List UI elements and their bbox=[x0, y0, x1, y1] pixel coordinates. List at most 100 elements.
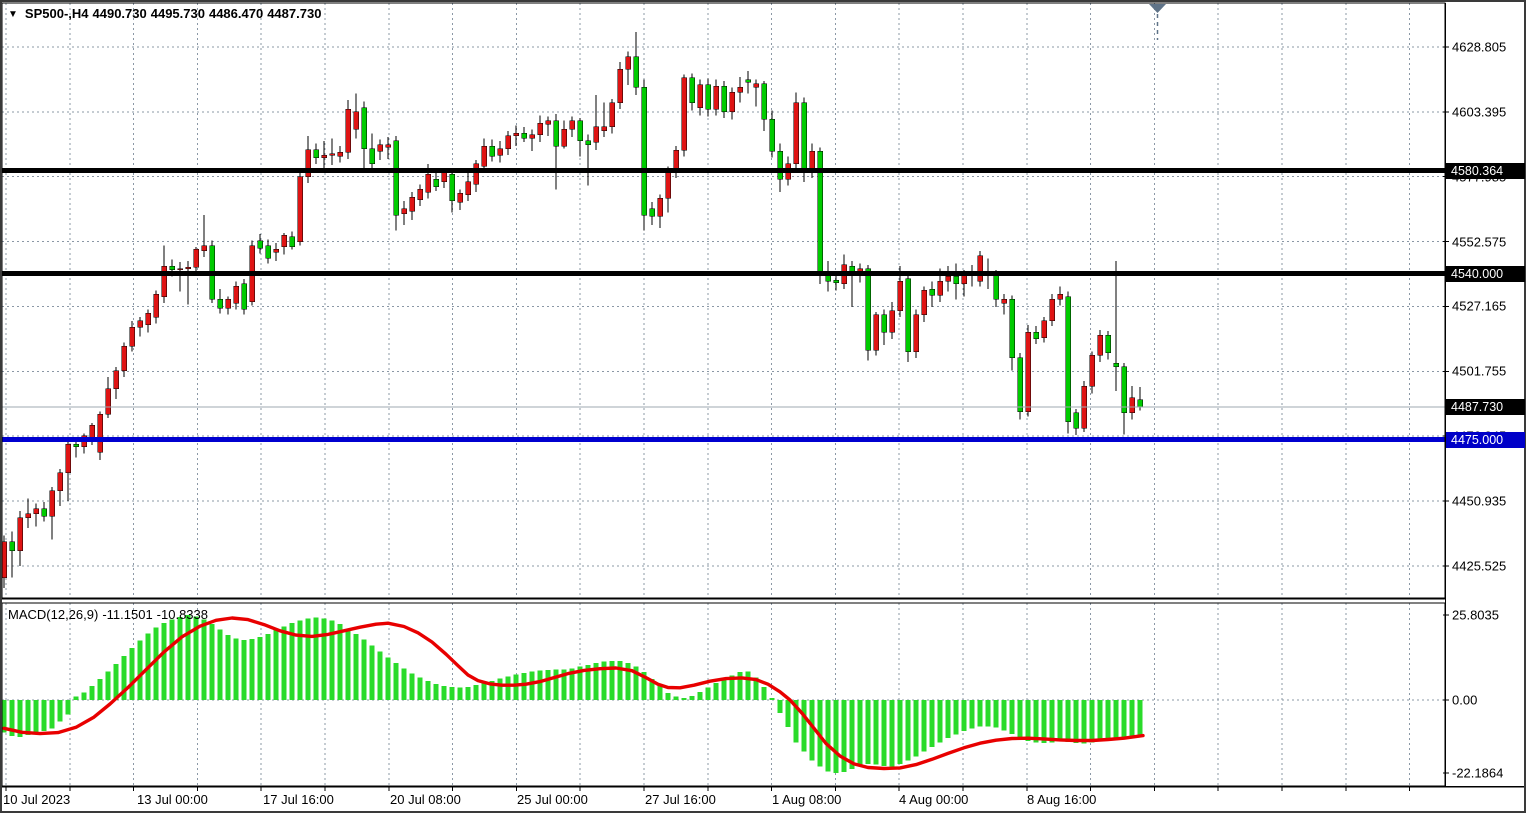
macd-bar bbox=[1025, 700, 1031, 741]
macd-bar bbox=[9, 700, 15, 736]
candle-bullish bbox=[1057, 293, 1063, 300]
macd-bar bbox=[921, 700, 927, 752]
candle-bullish bbox=[49, 490, 55, 517]
candle-bullish bbox=[377, 144, 383, 152]
candle-bullish bbox=[505, 135, 511, 149]
macd-bar bbox=[1009, 700, 1015, 734]
macd-bar bbox=[49, 700, 55, 729]
macd-bar bbox=[697, 692, 703, 700]
macd-bar bbox=[329, 620, 335, 700]
candle-bearish bbox=[705, 84, 711, 110]
candle-bearish bbox=[1105, 334, 1111, 354]
candle-bullish bbox=[601, 126, 607, 132]
macd-bar bbox=[713, 682, 719, 700]
candle-bearish bbox=[257, 240, 263, 249]
candle-bullish bbox=[297, 176, 303, 243]
candle-bearish bbox=[1009, 299, 1015, 359]
macd-bar bbox=[633, 666, 639, 700]
macd-bar bbox=[217, 629, 223, 700]
candle-bullish bbox=[97, 413, 103, 453]
macd-bar bbox=[385, 657, 391, 700]
candle-bullish bbox=[201, 245, 207, 252]
candle-bullish bbox=[185, 267, 191, 269]
macd-bar bbox=[913, 700, 919, 757]
macd-bar bbox=[897, 700, 903, 765]
candle-bullish bbox=[305, 149, 311, 177]
macd-bar bbox=[1129, 700, 1135, 738]
macd-bar bbox=[1017, 700, 1023, 738]
candle-bullish bbox=[1041, 320, 1047, 338]
macd-bar bbox=[25, 700, 31, 736]
candle-bearish bbox=[217, 299, 223, 309]
macd-bar bbox=[753, 677, 759, 700]
candle-bullish bbox=[153, 293, 159, 318]
candle-bearish bbox=[1113, 362, 1119, 368]
macd-bar bbox=[1001, 700, 1007, 731]
candle-bullish bbox=[17, 517, 23, 551]
macd-bar bbox=[561, 669, 567, 700]
candle-bearish bbox=[393, 140, 399, 216]
macd-bar bbox=[705, 687, 711, 700]
macd-bar bbox=[841, 700, 847, 772]
macd-bar bbox=[441, 686, 447, 700]
macd-bar bbox=[313, 617, 319, 700]
candle-bullish bbox=[353, 111, 359, 130]
macd-bar bbox=[81, 692, 87, 700]
candle-bearish bbox=[489, 145, 495, 157]
candle-bullish bbox=[145, 313, 151, 326]
macd-bar bbox=[233, 638, 239, 700]
macd-bar bbox=[2, 700, 7, 733]
macd-bar bbox=[745, 671, 751, 700]
macd-bar bbox=[905, 700, 911, 761]
candle-bullish bbox=[1049, 299, 1055, 322]
macd-bar bbox=[953, 700, 959, 735]
macd-bar bbox=[377, 651, 383, 700]
macd-bar bbox=[113, 663, 119, 700]
candle-bearish bbox=[1121, 366, 1127, 414]
candle-bullish bbox=[1089, 355, 1095, 387]
macd-bar bbox=[105, 671, 111, 700]
candle-bearish bbox=[649, 208, 655, 217]
candle-bullish bbox=[473, 163, 479, 185]
macd-bar bbox=[1105, 700, 1111, 740]
macd-bar bbox=[201, 619, 207, 700]
macd-bar bbox=[521, 672, 527, 700]
candle-bullish bbox=[137, 320, 143, 328]
candle-bearish bbox=[1017, 357, 1023, 412]
macd-signal-line bbox=[2, 616, 1145, 771]
candle-bullish bbox=[401, 208, 407, 214]
macd-bar bbox=[513, 674, 519, 700]
macd-bar bbox=[1057, 700, 1063, 742]
candle-bearish bbox=[361, 107, 367, 149]
macd-bar bbox=[545, 670, 551, 700]
candle-bullish bbox=[225, 299, 231, 309]
macd-bar bbox=[929, 700, 935, 748]
candle-bullish bbox=[345, 108, 351, 153]
macd-bar bbox=[689, 696, 695, 700]
macd-bar bbox=[1081, 700, 1087, 744]
macd-bar bbox=[193, 616, 199, 700]
macd-bar bbox=[801, 700, 807, 752]
macd-bar bbox=[937, 700, 943, 743]
macd-bar bbox=[761, 687, 767, 700]
macd-bar bbox=[649, 678, 655, 700]
macd-bar bbox=[89, 686, 95, 700]
macd-bar bbox=[417, 677, 423, 700]
macd-bar bbox=[369, 645, 375, 700]
candle-bullish bbox=[129, 327, 135, 347]
candle-bearish bbox=[817, 150, 823, 272]
candle-bullish bbox=[425, 173, 431, 193]
macd-bar bbox=[553, 669, 559, 700]
macd-bar bbox=[265, 633, 271, 700]
candle-bullish bbox=[457, 193, 463, 203]
chart-shift-marker[interactable] bbox=[1149, 4, 1166, 40]
candle-bullish bbox=[561, 129, 567, 147]
macd-bar bbox=[617, 661, 623, 700]
candle-bullish bbox=[177, 268, 183, 271]
macd-bar bbox=[273, 630, 279, 700]
candle-bullish bbox=[545, 120, 551, 125]
macd-bar bbox=[873, 700, 879, 765]
candle-bullish bbox=[977, 255, 983, 282]
